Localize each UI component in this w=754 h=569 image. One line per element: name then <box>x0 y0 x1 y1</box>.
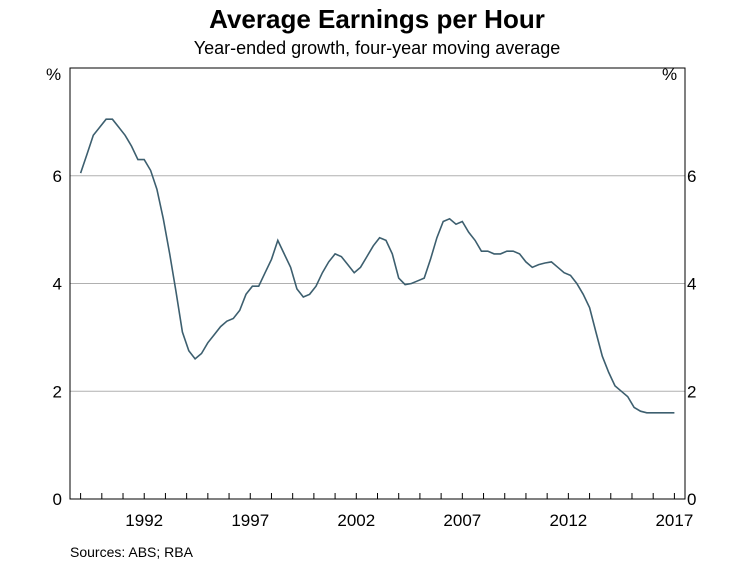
y-tick-label-right: 0 <box>687 490 696 509</box>
chart-subtitle: Year-ended growth, four-year moving aver… <box>193 38 561 58</box>
x-tick-label-2002: 2002 <box>337 511 375 530</box>
axis-ticks <box>80 493 675 499</box>
x-tick-label-2012: 2012 <box>549 511 587 530</box>
y-tick-label-right: 4 <box>687 275 696 294</box>
series-line <box>79 118 675 414</box>
x-tick-label-2007: 2007 <box>443 511 481 530</box>
y-tick-label-right: 6 <box>687 167 696 186</box>
y-tick-label-left: 0 <box>53 490 62 509</box>
gridlines <box>70 175 685 392</box>
chart-title: Average Earnings per Hour <box>209 4 545 34</box>
x-tick-label-1992: 1992 <box>125 511 163 530</box>
source-note: Sources: ABS; RBA <box>70 544 193 560</box>
y-tick-label-left: 4 <box>53 275 62 294</box>
y-tick-label-left: 6 <box>53 167 62 186</box>
y-tick-label-left: 2 <box>53 382 62 401</box>
y-axis-unit-right: % <box>662 65 677 84</box>
tick-labels: 0 0 2 2 4 4 6 6 1992 1997 2002 2007 2012 2017 <box>53 167 697 530</box>
y-tick-label-right: 2 <box>687 382 696 401</box>
x-tick-label-2017: 2017 <box>655 511 693 530</box>
y-axis-unit-left: % <box>46 65 61 84</box>
x-tick-label-1997: 1997 <box>231 511 269 530</box>
